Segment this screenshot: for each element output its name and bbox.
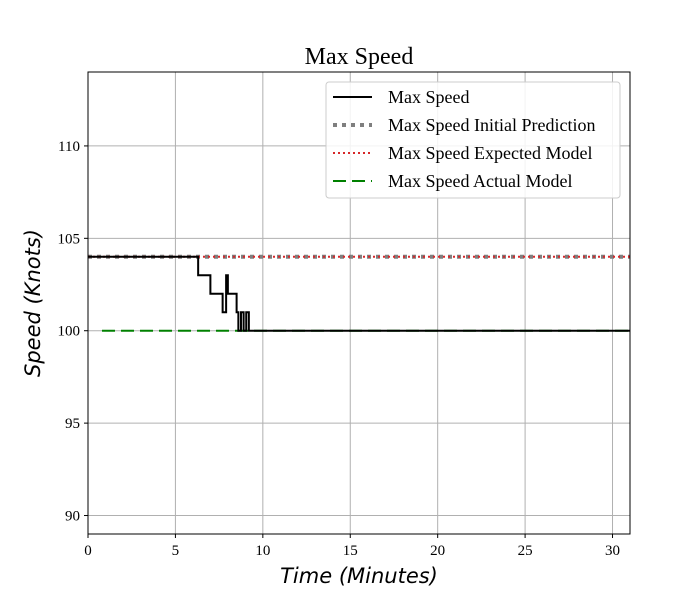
y-tick-label: 105 [58,231,81,247]
y-tick-label: 100 [58,324,81,340]
x-tick-label: 25 [518,543,533,559]
y-tick-label: 110 [58,139,80,155]
series-layer [88,254,630,332]
legend: Max Speed Max Speed Initial Prediction Max… [325,81,621,199]
tick-layer: 0 5 10 15 20 25 30 90 95 100 105 110 [58,139,621,559]
x-axis-label: Time (Minutes) [280,564,438,588]
x-tick-label: 20 [430,543,445,559]
y-axis-label: Speed (Knots) [21,229,45,377]
legend-label: Max Speed Expected Model [388,143,592,163]
x-tick-label: 5 [172,543,180,559]
x-tick-label: 10 [255,543,270,559]
y-tick-label: 90 [65,509,80,525]
plot-frame [87,71,631,535]
legend-box [325,81,621,199]
legend-label: Max Speed Actual Model [388,171,572,191]
x-tick-label: 0 [84,543,92,559]
x-tick-label: 30 [605,543,620,559]
legend-label: Max Speed Initial Prediction [388,115,595,135]
legend-label: Max Speed [388,87,469,107]
chart-title: Max Speed [305,44,414,70]
x-tick-label: 15 [343,543,358,559]
series-line-max-speed [88,255,630,332]
y-tick-label: 95 [65,416,80,432]
